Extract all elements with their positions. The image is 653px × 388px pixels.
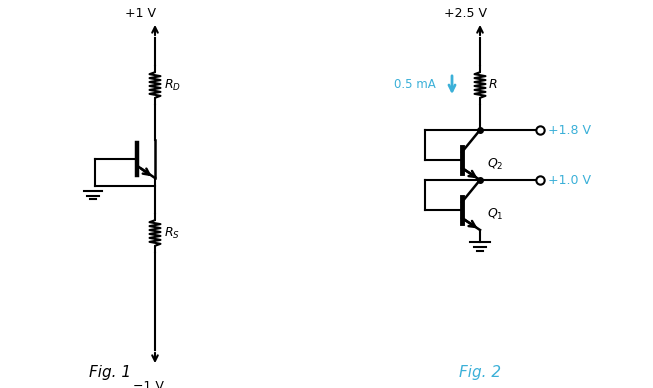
Text: +1.0 V: +1.0 V xyxy=(548,173,591,187)
Text: 0.5 mA: 0.5 mA xyxy=(394,78,436,92)
Text: Fig. 2: Fig. 2 xyxy=(459,365,501,380)
Text: $R_S$: $R_S$ xyxy=(164,225,180,241)
Text: −1 V: −1 V xyxy=(133,380,164,388)
Text: $Q_2$: $Q_2$ xyxy=(487,156,503,171)
Text: Fig. 1: Fig. 1 xyxy=(89,365,131,380)
Text: +1.8 V: +1.8 V xyxy=(548,123,591,137)
Text: +1 V: +1 V xyxy=(125,7,156,20)
Text: $R$: $R$ xyxy=(488,78,498,92)
Text: $R_D$: $R_D$ xyxy=(164,78,181,93)
Text: $Q_1$: $Q_1$ xyxy=(487,206,503,222)
Text: +2.5 V: +2.5 V xyxy=(444,7,487,20)
